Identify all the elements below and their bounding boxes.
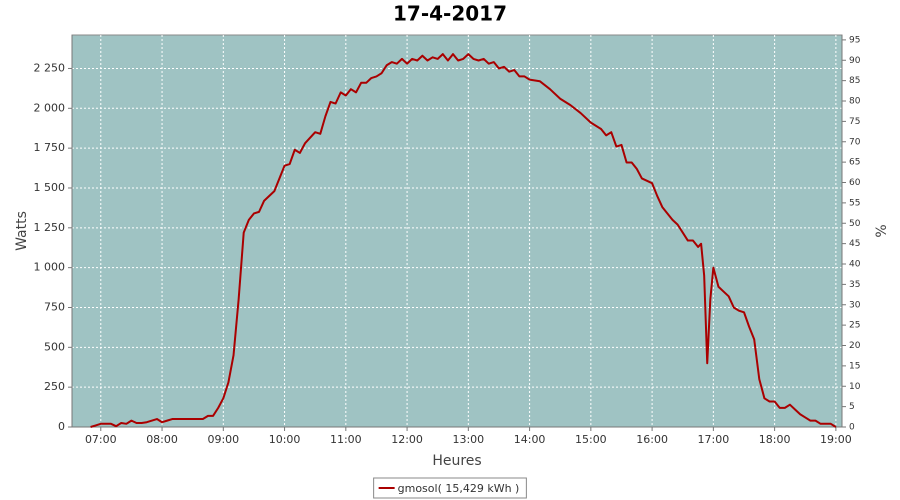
y2-tick-label: 35 <box>849 280 860 290</box>
x-tick-label: 11:00 <box>330 433 362 446</box>
y-tick-label: 0 <box>58 420 65 433</box>
y2-axis-label: % <box>874 224 890 237</box>
series-line <box>90 53 837 428</box>
y2-tick-label: 70 <box>849 137 861 147</box>
y2-tick-label: 5 <box>849 402 855 412</box>
x-tick-label: 13:00 <box>452 433 484 446</box>
y2-tick-label: 95 <box>849 35 860 45</box>
x-tick-label: 09:00 <box>207 433 239 446</box>
y2-tick-label: 30 <box>849 300 861 310</box>
legend-box <box>373 477 527 499</box>
y2-tick-label: 15 <box>849 361 860 371</box>
x-tick-label: 12:00 <box>391 433 423 446</box>
y2-tick-label: 90 <box>849 56 861 66</box>
y2-tick-label: 25 <box>849 321 860 331</box>
y2-tick-label: 0 <box>849 423 855 433</box>
x-tick-label: 17:00 <box>698 433 730 446</box>
y2-tick-label: 10 <box>849 382 861 392</box>
y-axis-label: Watts <box>14 211 30 251</box>
y2-tick-label: 60 <box>849 178 861 188</box>
x-tick-label: 15:00 <box>575 433 607 446</box>
y-tick-label: 1 500 <box>34 181 66 194</box>
x-tick-label: 10:00 <box>269 433 301 446</box>
y-tick-label: 1 000 <box>34 261 66 274</box>
y-tick-label: 250 <box>44 380 65 393</box>
x-tick-label: 18:00 <box>759 433 791 446</box>
y2-tick-label: 75 <box>849 117 860 127</box>
legend: gmosol( 15,429 kWh ) <box>373 477 527 499</box>
y2-tick-label: 50 <box>849 219 861 229</box>
x-tick-label: 08:00 <box>146 433 178 446</box>
y2-tick-label: 45 <box>849 239 860 249</box>
y2-tick-label: 85 <box>849 76 860 86</box>
y2-tick-label: 55 <box>849 198 860 208</box>
x-tick-label: 07:00 <box>85 433 117 446</box>
y-tick-label: 2 250 <box>34 61 66 74</box>
y-tick-label: 1 750 <box>34 141 66 154</box>
plot-area <box>71 34 843 428</box>
x-tick-label: 16:00 <box>636 433 668 446</box>
y2-tick-label: 40 <box>849 260 861 270</box>
x-tick-label: 14:00 <box>514 433 546 446</box>
y2-tick-label: 80 <box>849 97 861 107</box>
x-tick-label: 19:00 <box>820 433 852 446</box>
y-tick-label: 2 000 <box>34 101 66 114</box>
y2-tick-label: 65 <box>849 158 860 168</box>
legend-label: gmosol( 15,429 kWh ) <box>398 482 520 495</box>
y-tick-label: 750 <box>44 300 65 313</box>
y-tick-label: 1 250 <box>34 221 66 234</box>
y-tick-label: 500 <box>44 340 65 353</box>
x-axis-label: Heures <box>432 453 481 469</box>
chart-title: 17-4-2017 <box>393 2 507 26</box>
y2-tick-label: 20 <box>849 341 861 351</box>
